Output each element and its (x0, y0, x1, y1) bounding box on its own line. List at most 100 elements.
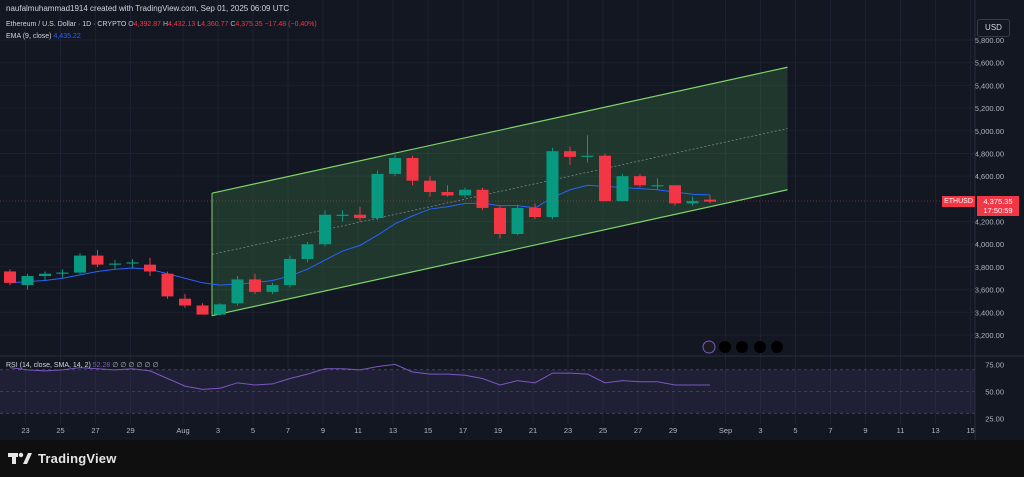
rsi-label[interactable]: RSI (14, close, SMA, 14, 2) (6, 362, 91, 369)
date-axis-label: 9 (863, 426, 867, 435)
date-axis-label: 23 (564, 426, 572, 435)
price-axis-label: 3,200.00 (975, 331, 1004, 340)
candle-body (669, 185, 681, 204)
candle-body (39, 273, 51, 276)
date-axis-label: 13 (389, 426, 397, 435)
price-axis-label: 5,000.00 (975, 127, 1004, 136)
candle-body (249, 279, 261, 292)
ema-value: 4,435.22 (53, 33, 81, 40)
symbol-price-label: ETHUSD (942, 196, 975, 207)
chart-canvas[interactable]: 5,800.00 5,600.00 5,400.00 5,200.00 5,000.00… (0, 0, 1024, 440)
brand-logo[interactable]: TradingView (8, 448, 117, 468)
ema-polyline (9, 184, 711, 286)
date-axis-label: Sep (719, 426, 732, 435)
candle-body (231, 279, 244, 304)
candle-body (266, 285, 279, 292)
price-axis-label: 5,800.00 (975, 36, 1004, 45)
event-marker-icon (702, 340, 716, 354)
candle-body (196, 305, 209, 315)
rsi-axis: 75.00 50.00 25.00 (985, 360, 1004, 423)
last-price-label: 4,375.35 17:50:59 (977, 196, 1019, 216)
rsi-pane (0, 363, 975, 414)
ema-legend: EMA (9, close) 4,435.22 (6, 33, 81, 40)
candle-body (91, 255, 104, 265)
currency-button[interactable]: USD (977, 19, 1010, 37)
symbol-name[interactable]: Ethereum / U.S. Dollar · 1D · CRYPTO (6, 21, 127, 28)
price-axis-label: 5,200.00 (975, 104, 1004, 113)
candle-body (634, 176, 646, 186)
date-axis-label: Aug (176, 426, 189, 435)
bar-countdown: 17:50:59 (983, 206, 1013, 215)
date-axis-label: 25 (56, 426, 64, 435)
rsi-value: 52.28 (92, 362, 111, 369)
candle-body (389, 158, 401, 174)
date-axis-label: 27 (91, 426, 99, 435)
date-axis-label: 25 (599, 426, 607, 435)
date-axis-label: 17 (459, 426, 467, 435)
candle-body (529, 207, 541, 217)
change-value: −17.48 (−0.40%) (264, 21, 317, 28)
price-axis-label: 4,800.00 (975, 149, 1004, 158)
candle-body (126, 262, 139, 264)
candle-body (336, 214, 349, 216)
price-axis-label: 4,600.00 (975, 172, 1004, 181)
rsi-axis-label: 25.00 (985, 415, 1004, 424)
rsi-line (9, 363, 710, 390)
main-legend: Ethereum / U.S. Dollar · 1D · CRYPTO O4,… (6, 21, 317, 28)
date-axis-label: 19 (494, 426, 502, 435)
event-marker (719, 341, 731, 353)
date-axis-label: 11 (897, 426, 905, 435)
candle-body (424, 180, 436, 193)
last-price-value: 4,375.35 (983, 197, 1013, 206)
candle-body (301, 244, 314, 259)
price-axis-label: 5,600.00 (975, 59, 1004, 68)
regression-channel (211, 66, 788, 317)
rsi-legend: RSI (14, close, SMA, 14, 2) 52.28 ∅ ∅ ∅ … (6, 361, 159, 369)
candle-body (144, 264, 156, 272)
event-markers (702, 340, 783, 354)
price-axis-label: 3,400.00 (975, 308, 1004, 317)
price-axis-label: 3,600.00 (975, 286, 1004, 295)
rsi-axis-label: 75.00 (985, 360, 1004, 369)
date-axis-label: 3 (758, 426, 762, 435)
channel-fill (212, 67, 788, 316)
candle-body (406, 158, 419, 181)
chart-credit: naufalmuhammad1914 created with TradingV… (6, 4, 290, 13)
candlesticks (4, 135, 716, 316)
ema-label[interactable]: EMA (9, close) (6, 33, 52, 40)
candle-body (21, 276, 34, 286)
price-axis-label: 4,200.00 (975, 218, 1004, 227)
price-axis-label: 3,800.00 (975, 263, 1004, 272)
candle-body (284, 258, 296, 286)
candle-body (74, 255, 86, 273)
candle-body (459, 189, 471, 196)
candle-body (354, 214, 366, 219)
candle-body (179, 298, 191, 306)
date-axis-label: 29 (126, 426, 134, 435)
event-marker (736, 341, 748, 353)
candle-body (494, 207, 506, 235)
chart-frame[interactable]: 5,800.00 5,600.00 5,400.00 5,200.00 5,000.00… (0, 0, 1024, 440)
date-axis-label: 23 (21, 426, 29, 435)
tradingview-logo-icon (8, 452, 32, 464)
candle-body (564, 151, 576, 157)
rsi-axis-label: 50.00 (985, 388, 1004, 397)
close-value: 4,375.35 (235, 21, 263, 28)
candle-body (546, 151, 559, 217)
candle-body (686, 201, 699, 204)
candle-body (161, 273, 174, 297)
date-axis-label: 13 (931, 426, 939, 435)
date-axis-label: 3 (216, 426, 220, 435)
candle-body (4, 271, 16, 283)
date-axis-label: 7 (286, 426, 290, 435)
candle-body (371, 173, 384, 219)
candle-body (616, 176, 629, 202)
price-axis-label: 4,000.00 (975, 240, 1004, 249)
date-axis-label: 27 (634, 426, 642, 435)
candle-body (476, 189, 489, 208)
channel-upper-line (211, 66, 788, 194)
date-axis-label: 9 (321, 426, 325, 435)
date-axis-label: 29 (669, 426, 677, 435)
date-axis-label: 11 (354, 426, 362, 435)
ema-line (9, 184, 711, 286)
